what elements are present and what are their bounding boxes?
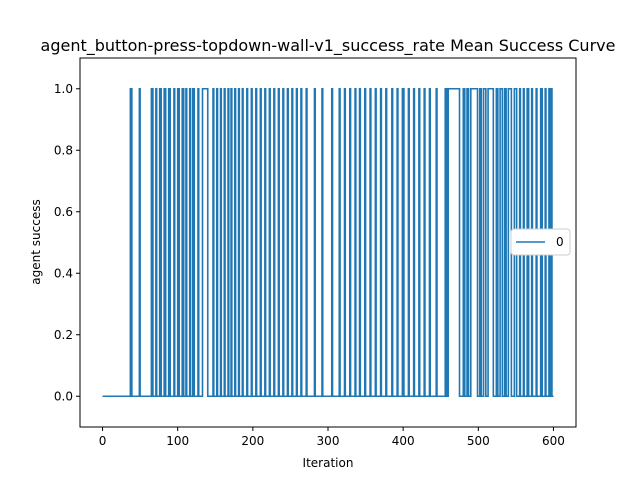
series-layer bbox=[102, 87, 554, 398]
chart-title: agent_button-press-topdown-wall-v1_succe… bbox=[41, 36, 616, 56]
y-tick-label: 1.0 bbox=[54, 82, 73, 96]
x-tick-label: 400 bbox=[392, 434, 415, 448]
x-tick-label: 600 bbox=[542, 434, 565, 448]
plot-frame bbox=[79, 57, 577, 428]
y-tick-label: 0.0 bbox=[54, 389, 73, 403]
x-tick-label: 100 bbox=[166, 434, 189, 448]
x-tick-label: 500 bbox=[467, 434, 490, 448]
y-tick-label: 0.8 bbox=[54, 143, 73, 157]
y-tick-label: 0.2 bbox=[54, 328, 73, 342]
x-tick-label: 300 bbox=[317, 434, 340, 448]
x-tick-label: 0 bbox=[99, 434, 107, 448]
x-axis-label: Iteration bbox=[303, 456, 354, 470]
y-tick-label: 0.4 bbox=[54, 266, 73, 280]
x-tick-label: 200 bbox=[241, 434, 264, 448]
y-tick-label: 0.6 bbox=[54, 205, 73, 219]
y-axis-label: agent success bbox=[29, 199, 43, 284]
series-line-0 bbox=[102, 87, 554, 398]
legend-label: 0 bbox=[556, 235, 564, 249]
legend: 0 bbox=[510, 228, 571, 256]
axis-ticks: 0 100 200 300 400 500 600 0.0 0.2 0.4 0.6 0.8 1.0 bbox=[54, 82, 565, 448]
